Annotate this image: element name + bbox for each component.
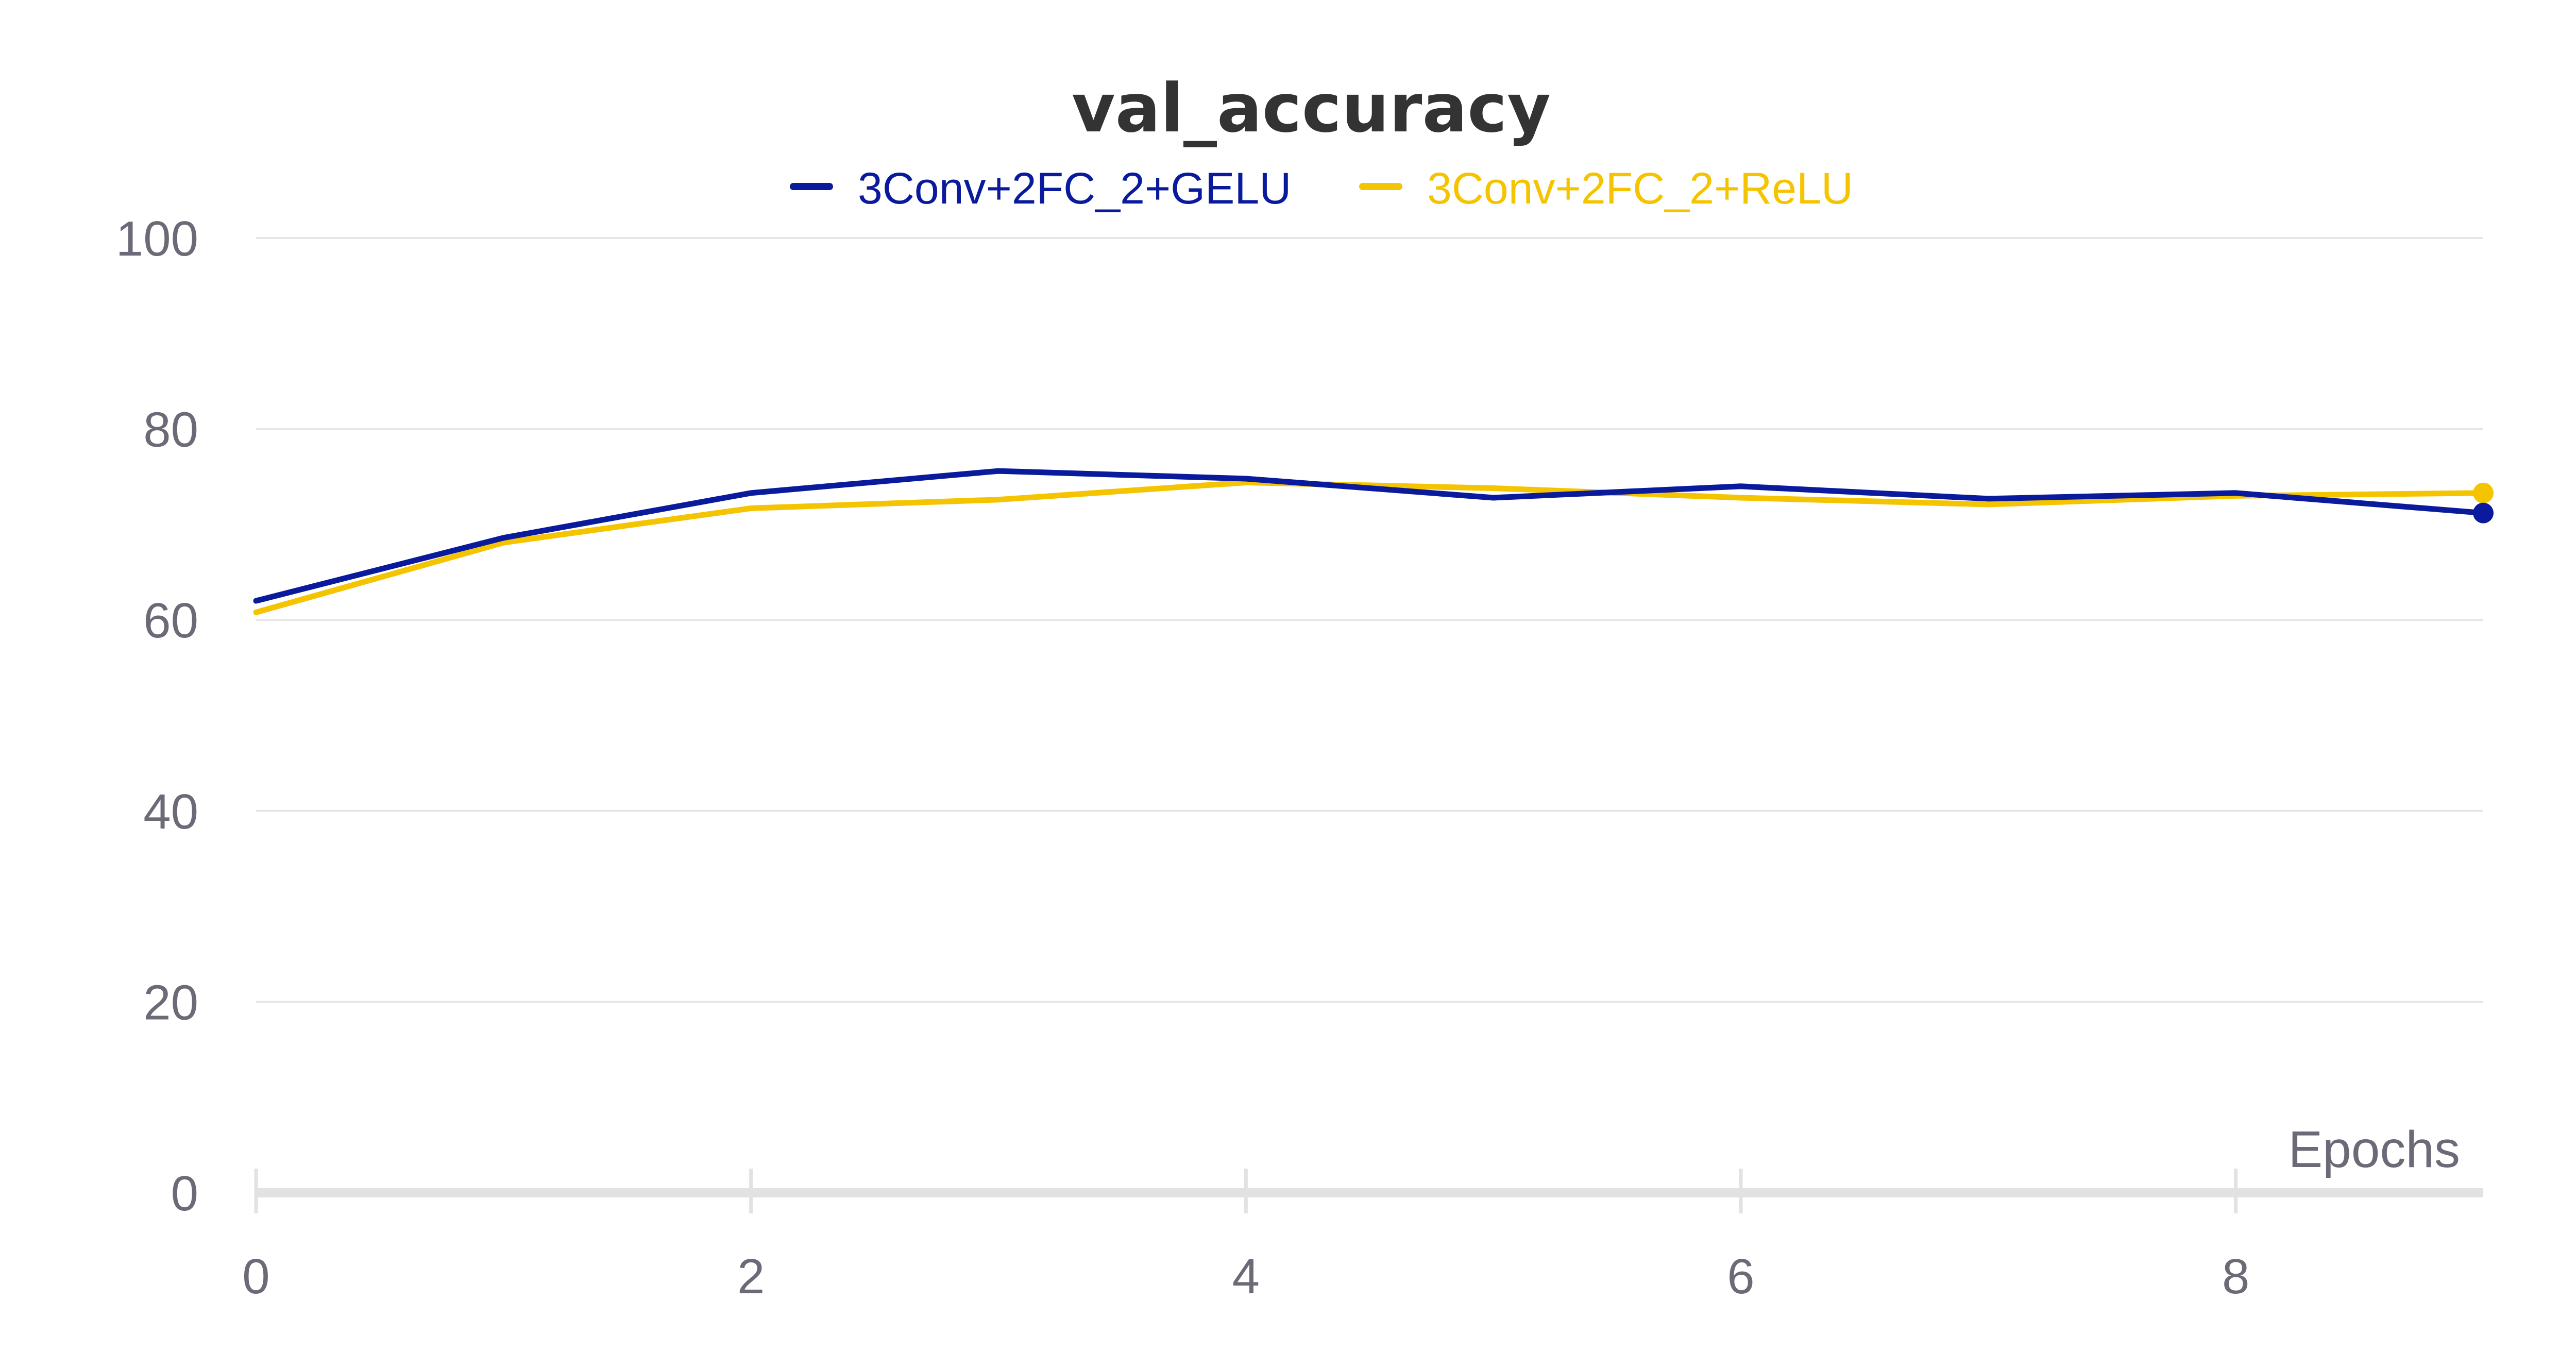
x-axis-label: Epochs [2288, 1121, 2460, 1178]
x-tick-label: 6 [1727, 1249, 1754, 1304]
legend-label-relu: 3Conv+2FC_2+ReLU [1427, 164, 1853, 213]
y-tick-label: 100 [116, 211, 198, 266]
chart-title: val_accuracy [1072, 69, 1551, 147]
series-endpoint-1 [2473, 482, 2494, 503]
gridlines [256, 237, 2483, 1003]
series-line-1 [253, 479, 2486, 615]
y-tick-label: 0 [171, 1166, 198, 1221]
x-tick-label: 8 [2222, 1249, 2249, 1304]
y-axis-ticks: 0 20 40 60 80 100 [116, 211, 198, 1221]
x-tick-label: 4 [1232, 1249, 1260, 1304]
y-tick-label: 20 [143, 975, 198, 1030]
x-tick-label: 2 [737, 1249, 765, 1304]
legend: 3Conv+2FC_2+GELU 3Conv+2FC_2+ReLU [790, 164, 1853, 213]
y-tick-label: 60 [143, 593, 198, 648]
x-tick-label: 0 [242, 1249, 269, 1304]
series-lines [253, 468, 2494, 615]
legend-label-gelu: 3Conv+2FC_2+GELU [858, 164, 1291, 213]
x-axis: 0 2 4 6 8 [242, 1169, 2483, 1304]
series-endpoint-0 [2473, 502, 2494, 523]
y-tick-label: 40 [143, 784, 198, 839]
series-line-0 [253, 468, 2486, 604]
y-tick-label: 80 [143, 402, 198, 458]
